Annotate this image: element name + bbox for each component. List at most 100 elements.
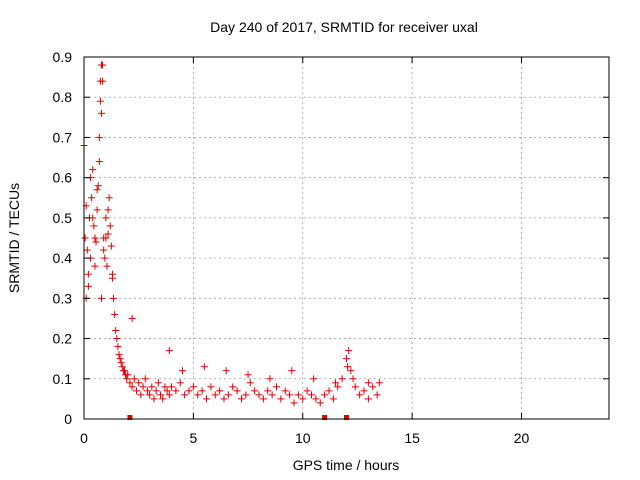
axis-ticks: 0 5 10 15 20 0 0.1 0.2 0.3 0.4 0.5 0.6 0.7 0.8 0.9	[53, 49, 609, 446]
data-point	[194, 391, 202, 399]
data-point	[89, 166, 97, 174]
y-tick-label: 0.4	[53, 250, 73, 266]
data-point	[200, 363, 208, 371]
data-point	[114, 343, 122, 351]
data-point	[273, 383, 280, 391]
baseline-marker	[127, 415, 133, 420]
data-point	[124, 371, 132, 379]
data-point	[222, 367, 230, 375]
data-point	[360, 387, 368, 395]
data-point	[93, 186, 101, 194]
data-point	[111, 310, 119, 318]
grid-lines	[84, 57, 609, 419]
data-point	[128, 314, 136, 322]
data-point	[251, 387, 259, 395]
data-point	[143, 387, 151, 395]
data-point	[128, 383, 136, 391]
baseline-markers	[127, 415, 349, 420]
data-point	[329, 395, 337, 403]
data-point	[178, 367, 186, 375]
data-point	[99, 61, 107, 69]
data-point	[364, 395, 372, 403]
x-tick-label: 0	[80, 430, 88, 446]
data-point	[103, 262, 111, 270]
data-point	[95, 158, 103, 166]
data-point	[154, 379, 162, 387]
data-point	[135, 379, 143, 387]
data-point	[118, 363, 126, 371]
data-point	[110, 294, 118, 302]
x-tick-label: 5	[189, 430, 197, 446]
data-point	[299, 395, 307, 403]
data-point	[185, 387, 193, 395]
plot-frame	[83, 56, 610, 420]
data-point	[264, 387, 272, 395]
data-point	[172, 387, 180, 395]
data-point	[105, 194, 113, 202]
data-point	[96, 77, 104, 85]
data-point	[211, 391, 219, 399]
data-point	[259, 395, 267, 403]
data-point	[88, 194, 96, 202]
data-point	[102, 234, 110, 242]
data-point	[106, 222, 114, 230]
chart-title: Day 240 of 2017, SRMTID for receiver uxa…	[210, 19, 478, 35]
data-point	[181, 391, 189, 399]
data-point	[98, 109, 105, 117]
data-point	[157, 391, 165, 399]
data-point	[83, 246, 91, 254]
data-point	[96, 97, 104, 105]
y-tick-label: 0.3	[53, 290, 73, 306]
data-point	[84, 282, 92, 290]
data-point	[288, 367, 296, 375]
data-point	[312, 395, 320, 403]
data-point	[203, 395, 210, 403]
data-point	[120, 367, 128, 375]
data-point	[165, 391, 173, 399]
data-point	[102, 214, 110, 222]
data-point	[349, 375, 357, 383]
data-point	[137, 391, 145, 399]
data-point	[123, 375, 131, 383]
data-point	[89, 214, 97, 222]
data-point	[356, 391, 364, 399]
data-point	[308, 391, 315, 399]
data-point	[94, 182, 102, 190]
data-point	[338, 375, 346, 383]
data-point	[159, 395, 167, 403]
data-point	[91, 234, 99, 242]
data-point	[104, 206, 112, 214]
baseline-marker	[344, 415, 349, 420]
data-point	[246, 379, 254, 387]
data-point	[104, 230, 112, 238]
y-tick-label: 0.6	[53, 170, 73, 186]
data-point	[233, 387, 241, 395]
data-point	[238, 395, 245, 403]
data-point	[98, 294, 105, 302]
y-tick-label: 0.8	[53, 89, 73, 105]
data-point	[373, 391, 381, 399]
data-point	[242, 391, 250, 399]
data-point	[189, 383, 197, 391]
data-point	[126, 379, 134, 387]
x-tick-label: 20	[514, 430, 530, 446]
data-point	[268, 391, 276, 399]
data-point	[165, 347, 173, 355]
data-point	[224, 391, 232, 399]
data-point	[364, 379, 372, 387]
data-point	[101, 254, 109, 262]
data-point	[351, 383, 359, 391]
data-point	[294, 391, 302, 399]
data-point	[92, 238, 100, 246]
x-tick-label: 10	[295, 430, 311, 446]
data-point	[91, 262, 99, 270]
baseline-marker	[322, 415, 328, 420]
data-point	[369, 383, 377, 391]
data-point	[244, 371, 252, 379]
data-point	[107, 242, 115, 250]
data-point	[255, 391, 263, 399]
data-point	[229, 383, 237, 391]
data-point	[345, 347, 353, 355]
data-point	[133, 387, 140, 395]
